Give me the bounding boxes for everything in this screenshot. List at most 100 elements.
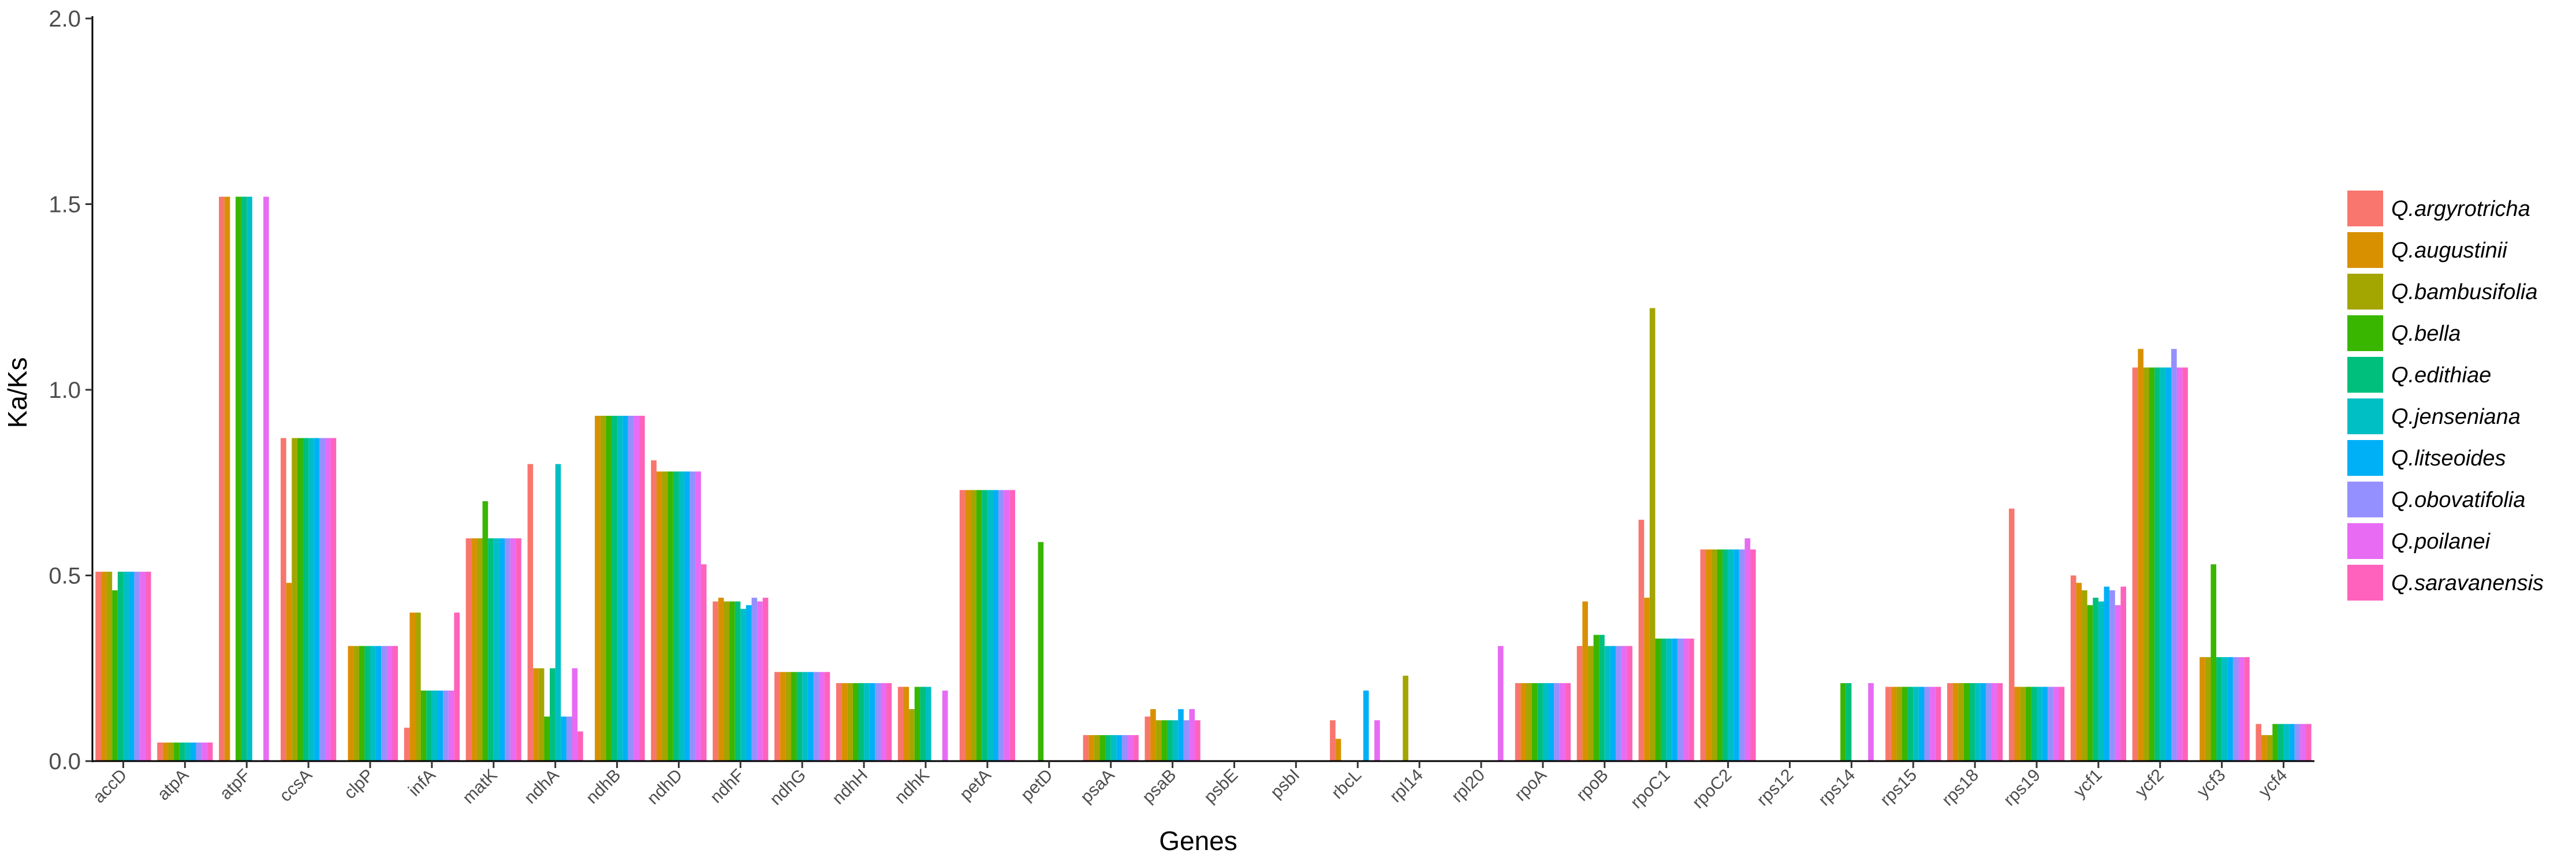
legend-label: Q.obovatifolia: [2391, 488, 2525, 512]
bar-rps19-Q.obovatifolia: [2048, 687, 2053, 761]
bar-matK-Q.augustinii: [471, 538, 477, 761]
bar-ccsA-Q.obovatifolia: [319, 438, 325, 761]
bar-ndhH-Q.litseoides: [869, 683, 875, 761]
legend-key-Q.jenseniana: [2347, 398, 2383, 434]
bar-atpA-Q.saravanensis: [207, 742, 213, 761]
bar-rpoA-Q.bambusifolia: [1526, 683, 1532, 761]
bar-ycf3-Q.bambusifolia: [2205, 657, 2211, 761]
bar-psaB-Q.argyrotricha: [1145, 716, 1151, 761]
bar-clpP-Q.augustinii: [348, 646, 354, 761]
bar-rps19-Q.bella: [2025, 687, 2031, 761]
bar-clpP-Q.obovatifolia: [381, 646, 387, 761]
bar-ndhA-Q.saravanensis: [577, 731, 583, 761]
bar-ndhF-Q.bella: [729, 601, 735, 761]
bar-ycf2-Q.jenseniana: [2160, 367, 2166, 761]
bar-psaA-Q.jenseniana: [1110, 735, 1117, 761]
bar-infA-Q.bella: [420, 690, 427, 761]
bar-petA-Q.obovatifolia: [998, 490, 1004, 761]
bar-rpoC2-Q.litseoides: [1734, 549, 1739, 761]
x-tick-label: ycf2: [2131, 766, 2167, 802]
bar-rps18-Q.edithiae: [1969, 683, 1975, 761]
bar-atpF-Q.poilanei: [263, 196, 269, 761]
bar-rps18-Q.argyrotricha: [1947, 683, 1953, 761]
bar-ycf4-Q.argyrotricha: [2256, 724, 2262, 761]
bar-rps19-Q.bambusifolia: [2020, 687, 2026, 761]
bar-rpoC1-Q.obovatifolia: [1677, 638, 1683, 761]
bar-rbcL-Q.litseoides: [1363, 690, 1369, 761]
bar-psaB-Q.poilanei: [1189, 709, 1195, 761]
bar-psaA-Q.litseoides: [1116, 735, 1122, 761]
bar-ndhF-Q.obovatifolia: [751, 598, 758, 761]
bar-ndhK-Q.poilanei: [942, 690, 948, 761]
x-tick-label: petA: [956, 766, 995, 804]
bar-ndhD-Q.augustinii: [656, 471, 662, 761]
bar-ndhA-Q.jenseniana: [555, 464, 561, 761]
bar-psaB-Q.augustinii: [1150, 709, 1156, 761]
bar-ccsA-Q.augustinii: [286, 583, 292, 761]
bar-accD-Q.argyrotricha: [95, 572, 101, 761]
bar-rpoB-Q.augustinii: [1582, 601, 1588, 761]
bar-atpA-Q.argyrotricha: [157, 742, 163, 761]
bar-ndhD-Q.saravanensis: [700, 564, 707, 761]
bar-rpoB-Q.saravanensis: [1627, 646, 1632, 761]
bar-petA-Q.litseoides: [993, 490, 999, 761]
bar-ndhF-Q.saravanensis: [762, 598, 769, 761]
x-tick-label: ycf4: [2255, 766, 2291, 802]
bar-ndhD-Q.obovatifolia: [689, 471, 696, 761]
bar-ndhH-Q.bambusifolia: [847, 683, 853, 761]
bar-ndhH-Q.saravanensis: [886, 683, 892, 761]
bar-ndhF-Q.edithiae: [735, 601, 741, 761]
bar-ycf3-Q.poilanei: [2238, 657, 2245, 761]
bar-accD-Q.poilanei: [140, 572, 146, 761]
bar-accD-Q.edithiae: [117, 572, 124, 761]
bar-rpoB-Q.jenseniana: [1604, 646, 1611, 761]
x-tick-label: ndhH: [829, 766, 871, 808]
bar-infA-Q.jenseniana: [431, 690, 438, 761]
bar-rpoA-Q.argyrotricha: [1515, 683, 1521, 761]
bar-clpP-Q.jenseniana: [370, 646, 376, 761]
bar-ycf1-Q.bambusifolia: [2082, 590, 2087, 761]
bar-rpoC2-Q.obovatifolia: [1739, 549, 1745, 761]
bar-ndhG-Q.argyrotricha: [774, 672, 780, 761]
bar-rpoC2-Q.bella: [1717, 549, 1723, 761]
bar-ycf1-Q.bella: [2087, 605, 2093, 761]
bar-matK-Q.saravanensis: [516, 538, 521, 761]
x-tick-label: psaA: [1077, 766, 1119, 807]
legend-key-Q.bambusifolia: [2347, 274, 2383, 310]
bar-ndhH-Q.augustinii: [841, 683, 848, 761]
bar-ycf1-Q.poilanei: [2115, 605, 2121, 761]
bar-accD-Q.augustinii: [100, 572, 107, 761]
bar-ndhK-Q.jenseniana: [926, 687, 931, 761]
bar-infA-Q.argyrotricha: [404, 728, 410, 761]
bar-ycf1-Q.argyrotricha: [2070, 575, 2077, 761]
bar-ndhH-Q.bella: [852, 683, 859, 761]
x-tick-label: psbE: [1201, 766, 1242, 807]
bar-ycf4-Q.augustinii: [2261, 735, 2267, 761]
bar-ndhA-Q.obovatifolia: [566, 716, 572, 761]
bar-ycf2-Q.edithiae: [2154, 367, 2160, 761]
bar-ccsA-Q.jenseniana: [308, 438, 314, 761]
bar-rbcL-Q.argyrotricha: [1330, 720, 1336, 761]
bar-ccsA-Q.bambusifolia: [292, 438, 297, 761]
bar-psaA-Q.obovatifolia: [1121, 735, 1128, 761]
bar-infA-Q.litseoides: [437, 690, 443, 761]
bar-rpoA-Q.bella: [1531, 683, 1538, 761]
bar-petA-Q.augustinii: [965, 490, 971, 761]
bar-rpoC2-Q.poilanei: [1744, 538, 1751, 761]
bar-rpoA-Q.saravanensis: [1565, 683, 1571, 761]
bar-ycf2-Q.saravanensis: [2182, 367, 2188, 761]
bar-ycf2-Q.poilanei: [2176, 367, 2183, 761]
bar-ycf2-Q.augustinii: [2138, 349, 2143, 761]
x-tick-label: rpoB: [1573, 766, 1612, 805]
bar-ndhG-Q.bella: [791, 672, 797, 761]
bar-ndhH-Q.obovatifolia: [875, 683, 881, 761]
bar-rpoC1-Q.bambusifolia: [1649, 308, 1656, 761]
bar-rps19-Q.saravanensis: [2059, 687, 2065, 761]
bar-ndhA-Q.poilanei: [572, 668, 578, 761]
bar-accD-Q.litseoides: [129, 572, 135, 761]
bar-ccsA-Q.argyrotricha: [281, 438, 286, 761]
legend-label: Q.bambusifolia: [2391, 280, 2537, 304]
bar-ndhK-Q.edithiae: [920, 687, 926, 761]
bar-ycf4-Q.litseoides: [2289, 724, 2295, 761]
